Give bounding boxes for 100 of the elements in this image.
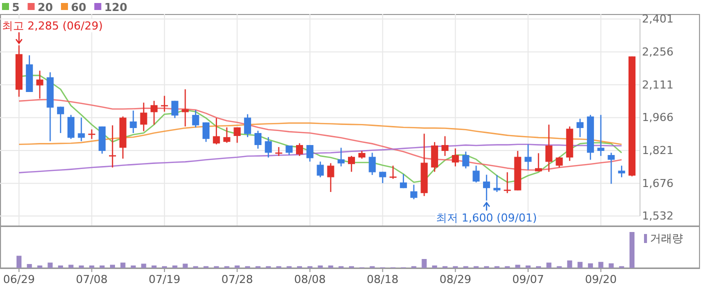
candlestick (36, 70, 44, 100)
candlestick (390, 165, 397, 180)
candlestick (192, 110, 200, 128)
candlestick (348, 155, 355, 172)
y-tick-label: 2,111 (642, 78, 674, 92)
candlestick (410, 184, 418, 200)
legend-label: 20 (38, 1, 54, 14)
bar (100, 265, 105, 268)
candlestick (524, 144, 532, 171)
bar (526, 265, 531, 268)
candlestick (556, 156, 563, 168)
candlestick (452, 148, 459, 167)
bar (120, 262, 126, 268)
bar (89, 265, 94, 268)
candlestick (78, 117, 85, 142)
candlestick (109, 124, 116, 168)
candlestick (316, 160, 324, 178)
bar (515, 264, 520, 268)
bar (130, 265, 136, 268)
x-tick-label: 07/08 (76, 272, 108, 286)
candlestick (472, 165, 480, 184)
legend-label: 120 (104, 1, 128, 14)
bar (588, 263, 593, 268)
legend-label: 거래량 (650, 232, 683, 245)
x-tick-label: 06/29 (3, 272, 35, 286)
bar (37, 265, 42, 268)
candlestick (130, 110, 137, 134)
candlestick (504, 172, 511, 194)
candlestick (462, 151, 470, 169)
bar (78, 265, 84, 268)
x-tick-label: 08/29 (440, 272, 472, 286)
candlestick (264, 136, 272, 158)
bar (432, 265, 438, 268)
candlestick (57, 106, 64, 134)
bar (567, 260, 572, 268)
candlestick (182, 88, 189, 128)
candlestick (327, 162, 334, 193)
y-tick-label: 2,401 (642, 12, 674, 26)
candlestick (597, 114, 604, 157)
candlestick (171, 100, 178, 119)
candlestick (338, 147, 345, 167)
x-tick-label: 07/28 (221, 272, 254, 286)
bar (26, 264, 32, 268)
x-tick-label: 09/07 (512, 272, 544, 286)
annotation: 최고 2,285 (06/29) (2, 19, 103, 32)
candlestick (244, 114, 252, 138)
bar (110, 264, 116, 268)
bar (48, 262, 53, 268)
bar (58, 265, 64, 268)
candlestick (618, 165, 626, 178)
line-series (18, 98, 622, 171)
bar (141, 264, 146, 268)
x-tick-label: 08/18 (366, 272, 398, 286)
candlestick (212, 117, 220, 145)
x-tick-label: 09/20 (584, 272, 617, 286)
candlestick (150, 100, 158, 126)
candlestick (545, 124, 552, 172)
bar (16, 256, 22, 268)
candlestick (431, 141, 438, 172)
candlestick (400, 173, 407, 189)
candlestick (67, 114, 74, 140)
x-tick-label: 08/08 (294, 272, 326, 286)
bar (182, 264, 188, 268)
bar (234, 265, 240, 268)
bar (318, 265, 323, 268)
x-tick-label: 07/19 (148, 272, 180, 286)
candlestick (576, 118, 584, 138)
bar (608, 263, 614, 268)
bar (546, 262, 552, 268)
candlestick (493, 174, 500, 193)
bar (630, 232, 634, 268)
candlestick (534, 152, 542, 172)
bar (152, 265, 157, 268)
candlestick (368, 152, 376, 176)
candlestick (140, 102, 148, 132)
candlestick (234, 126, 241, 144)
line-series (18, 144, 622, 174)
y-tick-label: 1,821 (642, 144, 674, 158)
candlestick (296, 142, 304, 157)
y-tick-label: 2,256 (642, 45, 674, 58)
candlestick (306, 144, 314, 162)
candlestick (223, 126, 230, 144)
candlestick (608, 152, 615, 184)
bar (328, 265, 334, 268)
candlestick (202, 122, 210, 142)
legend-label: 60 (70, 1, 87, 14)
candlestick (441, 136, 448, 157)
legend-label: 5 (12, 1, 20, 14)
candlestick (88, 128, 96, 140)
y-tick-label: 1,966 (642, 111, 674, 124)
bar (68, 264, 74, 268)
candlestick (160, 95, 168, 112)
bar (598, 262, 604, 268)
candlestick (254, 130, 262, 150)
annotation: 최저 1,600 (09/01) (436, 212, 537, 225)
y-tick-label: 1,676 (642, 176, 674, 190)
bar (422, 259, 427, 268)
bar (172, 265, 178, 268)
bar (578, 262, 583, 268)
y-tick-label: 1,532 (642, 210, 674, 223)
